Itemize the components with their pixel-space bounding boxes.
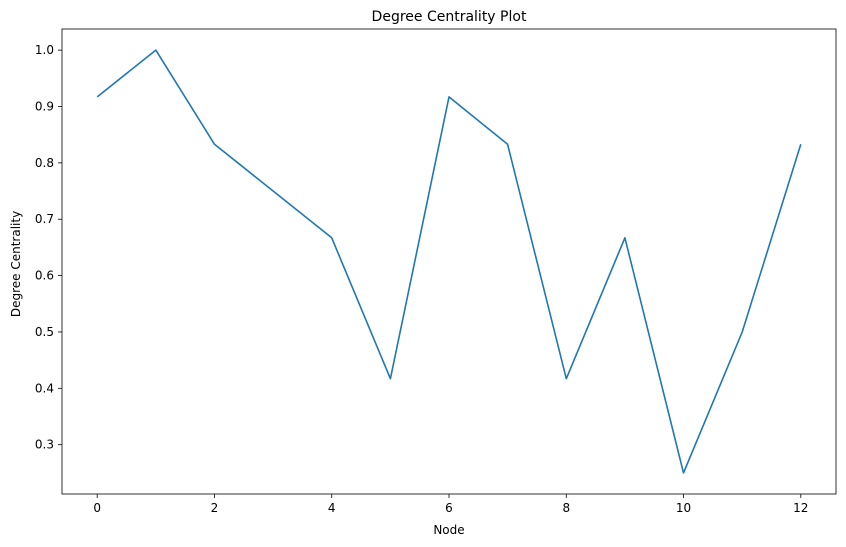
y-tick-label-0.9: 0.9 xyxy=(35,100,54,114)
x-tick-label-4: 4 xyxy=(328,501,336,515)
x-tick-label-8: 8 xyxy=(562,501,570,515)
y-tick-label-0.3: 0.3 xyxy=(35,438,54,452)
y-tick-label-0.8: 0.8 xyxy=(35,156,54,170)
y-tick-label-0.7: 0.7 xyxy=(35,212,54,226)
series-line-0 xyxy=(96,49,802,474)
x-tick-label-0: 0 xyxy=(93,501,101,515)
y-tick-label-0.6: 0.6 xyxy=(35,269,54,283)
y-tick-label-0.5: 0.5 xyxy=(35,325,54,339)
chart-title: Degree Centrality Plot xyxy=(372,9,527,25)
y-tick-label-1.0: 1.0 xyxy=(35,43,54,57)
x-tick-label-2: 2 xyxy=(211,501,219,515)
x-axis-label: Node xyxy=(433,523,464,537)
plot-area: 0 2 4 6 8 10 12 0.3 0.4 0.5 0.6 0.7 0.8 0.9 1.0 xyxy=(35,28,837,515)
y-axis-label: Degree Centrality xyxy=(9,211,23,317)
x-tick-label-12: 12 xyxy=(793,501,808,515)
y-tick-label-0.4: 0.4 xyxy=(35,381,54,395)
x-tick-label-10: 10 xyxy=(676,501,691,515)
x-tick-label-6: 6 xyxy=(445,501,453,515)
